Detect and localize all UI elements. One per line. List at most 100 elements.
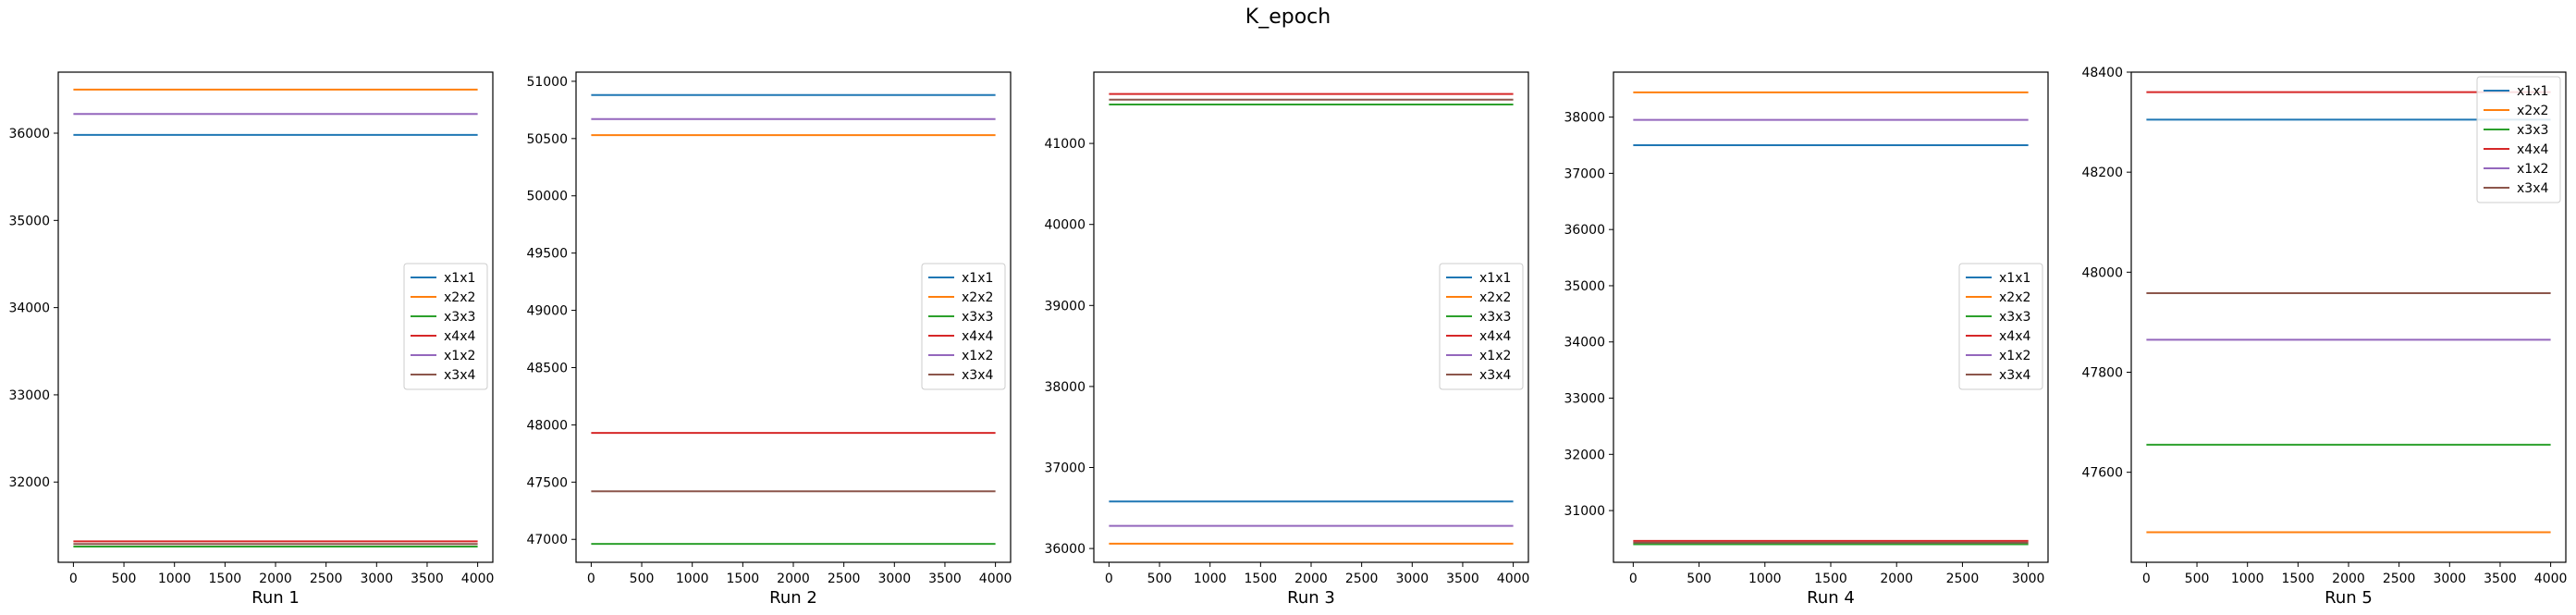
y-tick-label: 32000: [8, 475, 50, 490]
legend-label-x1x1: x1x1: [1999, 271, 2030, 286]
legend-label-x3x4: x3x4: [444, 368, 475, 383]
legend-label-x3x4: x3x4: [2517, 181, 2548, 196]
y-tick-label: 49500: [526, 247, 568, 262]
subplot-2: 0 500 1000 1500 2000 2500 3000 3500 4000 47000 475…: [526, 71, 1012, 608]
x-tick-label: 0: [587, 572, 595, 586]
legend-label-x1x2: x1x2: [2517, 162, 2548, 177]
legend-box: [1439, 263, 1524, 390]
figure-title: K_epoch: [1245, 6, 1331, 29]
legend-label-x4x4: x4x4: [1479, 329, 1511, 344]
legend-label-x2x2: x2x2: [444, 290, 475, 305]
y-tick-label: 32000: [1564, 448, 1605, 462]
x-tick-label: 3000: [1395, 572, 1429, 586]
legend-label-x3x3: x3x3: [2517, 123, 2548, 138]
legend-label-x1x2: x1x2: [962, 349, 993, 363]
y-tick-label: 37000: [1564, 166, 1605, 181]
legend-label-x2x2: x2x2: [962, 290, 993, 305]
subplot-1: 0 500 1000 1500 2000 2500 3000 3500 4000 32000 330…: [8, 71, 494, 608]
x-axis-label: Run 2: [769, 588, 817, 608]
subplot-5: 0 500 1000 1500 2000 2500 3000 3500 4000 47600 478…: [2081, 66, 2567, 608]
y-tick-label: 35000: [8, 214, 50, 228]
x-tick-label: 2000: [1294, 572, 1328, 586]
x-tick-label: 1000: [676, 572, 709, 586]
x-tick-label: 2500: [310, 572, 343, 586]
x-axis-label: Run 4: [1807, 588, 1855, 608]
x-tick-label: 2500: [828, 572, 861, 586]
y-tick-label: 36000: [1564, 223, 1605, 238]
y-tick-label: 48200: [2081, 166, 2123, 180]
y-tick-label: 47500: [526, 475, 568, 490]
subplot-4: 0 500 1000 1500 2000 2500 3000 31000 32000 33000 3…: [1564, 71, 2049, 608]
x-tick-label: 1500: [1245, 572, 1278, 586]
legend: x1x1 x2x2 x3x3 x4x4 x1x2 x3x4: [403, 263, 488, 390]
y-tick-label: 48000: [2081, 265, 2123, 280]
y-tick-label: 35000: [1564, 279, 1605, 294]
legend-label-x3x3: x3x3: [962, 310, 993, 325]
y-tick-label: 33000: [1564, 392, 1605, 407]
legend-label-x3x3: x3x3: [1479, 310, 1511, 325]
legend-box: [403, 263, 488, 390]
legend-label-x2x2: x2x2: [1479, 290, 1511, 305]
y-tick-label: 41000: [1044, 137, 1086, 152]
legend-label-x3x3: x3x3: [444, 310, 475, 325]
legend-box: [921, 263, 1006, 390]
y-tick-label: 34000: [1564, 336, 1605, 351]
x-tick-label: 500: [630, 572, 655, 586]
y-tick-label: 38000: [1044, 380, 1086, 395]
y-tick-label: 47600: [2081, 466, 2123, 481]
x-tick-label: 3500: [928, 572, 962, 586]
legend-label-x3x3: x3x3: [1999, 310, 2030, 325]
legend-label-x3x4: x3x4: [1479, 368, 1511, 383]
x-tick-label: 1000: [1194, 572, 1227, 586]
x-tick-label: 500: [1147, 572, 1172, 586]
y-tick-label: 48000: [526, 418, 568, 433]
x-tick-label: 3000: [877, 572, 911, 586]
y-tick-label: 36000: [1044, 542, 1086, 557]
x-tick-label: 1500: [1814, 572, 1847, 586]
x-tick-label: 1000: [1748, 572, 1782, 586]
legend-label-x1x1: x1x1: [444, 271, 475, 286]
x-axis-label: Run 5: [2325, 588, 2373, 608]
x-tick-label: 1000: [2231, 572, 2264, 586]
legend-label-x3x4: x3x4: [962, 368, 993, 383]
x-tick-label: 2000: [777, 572, 810, 586]
x-tick-label: 1500: [727, 572, 760, 586]
x-axis-label: Run 1: [251, 588, 300, 608]
legend-label-x4x4: x4x4: [444, 329, 475, 344]
y-tick-label: 33000: [8, 388, 50, 403]
y-tick-label: 47000: [526, 533, 568, 547]
y-tick-label: 50500: [526, 132, 568, 147]
x-tick-label: 0: [69, 572, 78, 586]
y-tick-label: 31000: [1564, 504, 1605, 519]
x-tick-label: 3000: [2433, 572, 2466, 586]
x-tick-label: 2000: [259, 572, 292, 586]
x-tick-label: 1000: [158, 572, 191, 586]
x-tick-label: 3500: [1446, 572, 1479, 586]
x-tick-label: 4000: [979, 572, 1012, 586]
x-tick-label: 2000: [2332, 572, 2365, 586]
legend: x1x1 x2x2 x3x3 x4x4 x1x2 x3x4: [2476, 76, 2561, 203]
legend-label-x4x4: x4x4: [1999, 329, 2030, 344]
legend-label-x1x1: x1x1: [962, 271, 993, 286]
legend-box: [1958, 263, 2043, 390]
x-tick-label: 0: [1629, 572, 1638, 586]
x-tick-label: 3000: [2012, 572, 2045, 586]
legend-label-x2x2: x2x2: [1999, 290, 2030, 305]
y-tick-label: 40000: [1044, 218, 1086, 233]
x-tick-label: 1500: [209, 572, 242, 586]
y-tick-label: 39000: [1044, 299, 1086, 314]
y-tick-label: 48400: [2081, 66, 2123, 80]
x-tick-label: 3500: [2484, 572, 2517, 586]
legend-label-x1x2: x1x2: [1999, 349, 2030, 363]
y-tick-label: 37000: [1044, 461, 1086, 476]
legend-box: [2476, 76, 2561, 203]
y-tick-label: 49000: [526, 304, 568, 319]
legend-label-x1x1: x1x1: [2517, 84, 2548, 99]
x-axis-label: Run 3: [1287, 588, 1335, 608]
x-tick-label: 2000: [1880, 572, 1913, 586]
legend: x1x1 x2x2 x3x3 x4x4 x1x2 x3x4: [1439, 263, 1524, 390]
x-tick-label: 3000: [360, 572, 393, 586]
y-tick-label: 47800: [2081, 365, 2123, 380]
subplot-3: 0 500 1000 1500 2000 2500 3000 3500 4000 36000 370…: [1044, 71, 1529, 608]
x-tick-label: 1500: [2282, 572, 2315, 586]
